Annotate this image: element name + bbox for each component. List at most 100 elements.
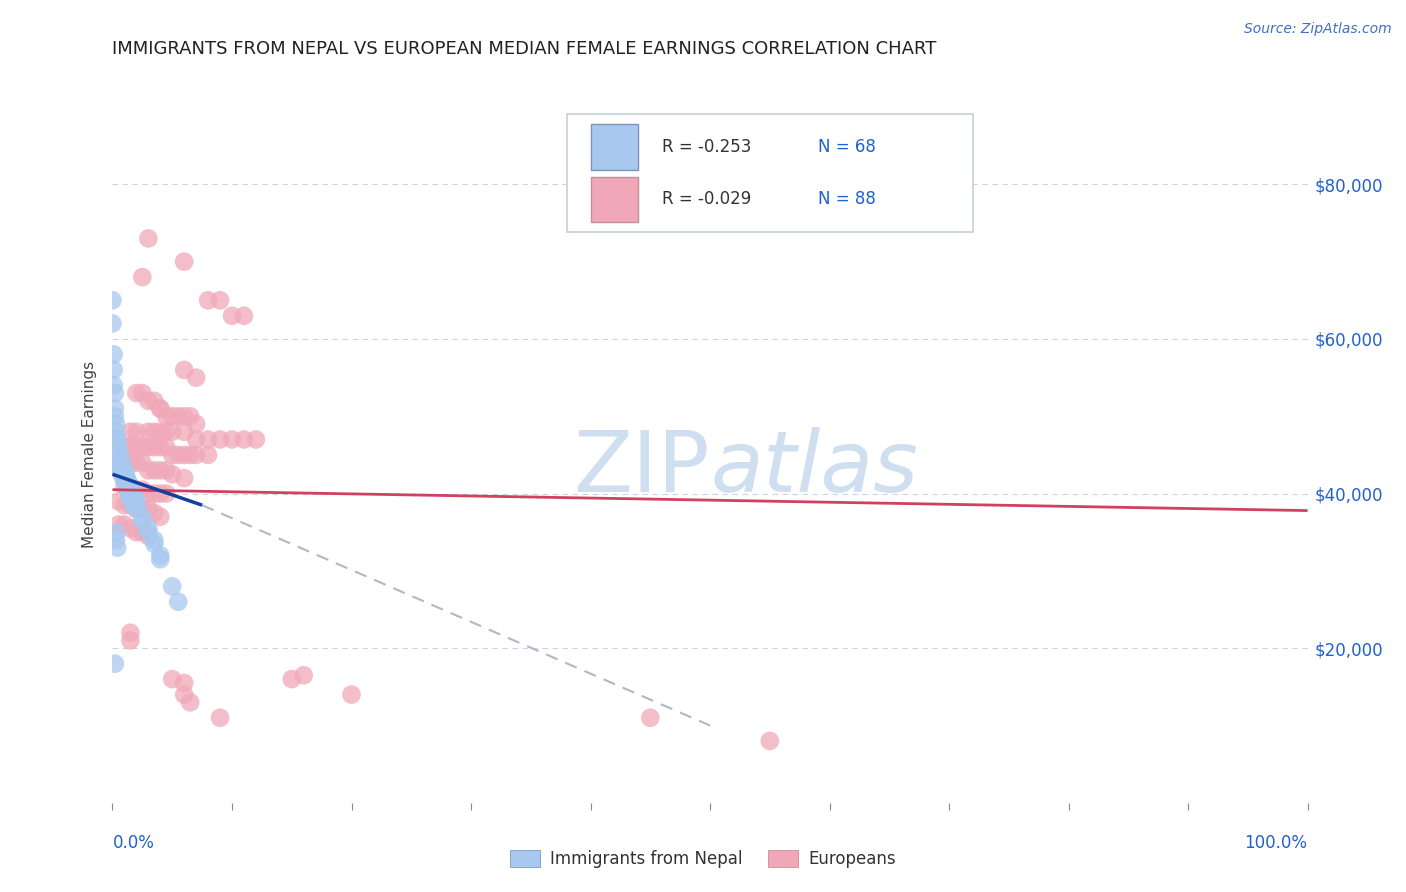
Point [143, 463, 166, 477]
Point [162, 425, 183, 439]
Point [162, 409, 183, 424]
Point [143, 533, 166, 547]
Point [120, 521, 142, 535]
Point [122, 494, 145, 508]
Legend: Immigrants from Nepal, Europeans: Immigrants from Nepal, Europeans [503, 843, 903, 875]
Point [221, 433, 243, 447]
Point [173, 363, 195, 377]
Text: N = 88: N = 88 [818, 190, 876, 208]
Point [120, 625, 142, 640]
Point [108, 448, 131, 462]
Point [173, 471, 195, 485]
Point [107, 494, 129, 508]
Point [138, 502, 160, 516]
Text: 0.0%: 0.0% [112, 834, 155, 852]
Point [131, 525, 153, 540]
Point [114, 471, 136, 485]
Point [138, 486, 160, 500]
Point [125, 456, 148, 470]
Point [155, 425, 177, 439]
Point [125, 386, 148, 401]
Point [125, 525, 148, 540]
Point [120, 491, 142, 505]
Point [110, 459, 132, 474]
Point [107, 517, 129, 532]
Point [173, 409, 195, 424]
Point [122, 491, 145, 505]
Point [125, 483, 148, 497]
Point [104, 401, 127, 416]
Point [120, 479, 142, 493]
Point [105, 433, 128, 447]
Point [115, 471, 138, 485]
Point [125, 425, 148, 439]
Point [173, 425, 195, 439]
Point [138, 231, 160, 245]
Point [149, 549, 172, 563]
Point [114, 475, 136, 489]
Point [105, 541, 128, 555]
Point [110, 463, 132, 477]
Point [221, 309, 243, 323]
Point [117, 479, 139, 493]
Point [114, 471, 135, 485]
Point [149, 401, 172, 416]
Point [120, 483, 142, 497]
Point [208, 293, 231, 308]
Point [638, 711, 662, 725]
Point [167, 409, 190, 424]
Point [110, 451, 132, 466]
Point [197, 433, 219, 447]
Point [125, 440, 148, 454]
Point [108, 456, 131, 470]
Point [197, 293, 219, 308]
Point [112, 459, 135, 474]
Point [114, 498, 135, 512]
Point [281, 672, 304, 686]
Point [167, 595, 190, 609]
Point [149, 440, 172, 454]
Point [118, 479, 141, 493]
Point [131, 456, 153, 470]
Point [162, 672, 183, 686]
Point [149, 486, 172, 500]
Point [131, 270, 153, 285]
Point [167, 448, 190, 462]
Point [149, 463, 172, 477]
Point [120, 440, 142, 454]
Point [197, 448, 219, 462]
Point [245, 433, 267, 447]
Point [114, 479, 135, 493]
Point [103, 363, 125, 377]
Point [107, 456, 129, 470]
Point [155, 463, 177, 477]
Point [143, 506, 166, 520]
Point [114, 467, 136, 482]
Point [115, 475, 138, 489]
Point [122, 498, 145, 512]
Text: 100.0%: 100.0% [1244, 834, 1308, 852]
Text: ZIP: ZIP [574, 427, 710, 510]
Point [186, 417, 208, 431]
Point [131, 483, 153, 497]
Text: IMMIGRANTS FROM NEPAL VS EUROPEAN MEDIAN FEMALE EARNINGS CORRELATION CHART: IMMIGRANTS FROM NEPAL VS EUROPEAN MEDIAN… [112, 40, 936, 58]
Point [162, 467, 183, 482]
Point [125, 502, 148, 516]
Point [120, 498, 142, 512]
Point [186, 370, 208, 384]
Point [138, 393, 160, 408]
Point [131, 514, 153, 528]
Point [143, 440, 166, 454]
Point [104, 657, 127, 671]
Point [149, 425, 172, 439]
Point [101, 293, 124, 308]
Point [107, 440, 129, 454]
Point [138, 440, 160, 454]
Point [208, 711, 231, 725]
Point [340, 688, 363, 702]
Point [120, 425, 142, 439]
Point [149, 509, 172, 524]
Point [186, 448, 208, 462]
FancyBboxPatch shape [567, 114, 973, 232]
Point [131, 502, 153, 516]
